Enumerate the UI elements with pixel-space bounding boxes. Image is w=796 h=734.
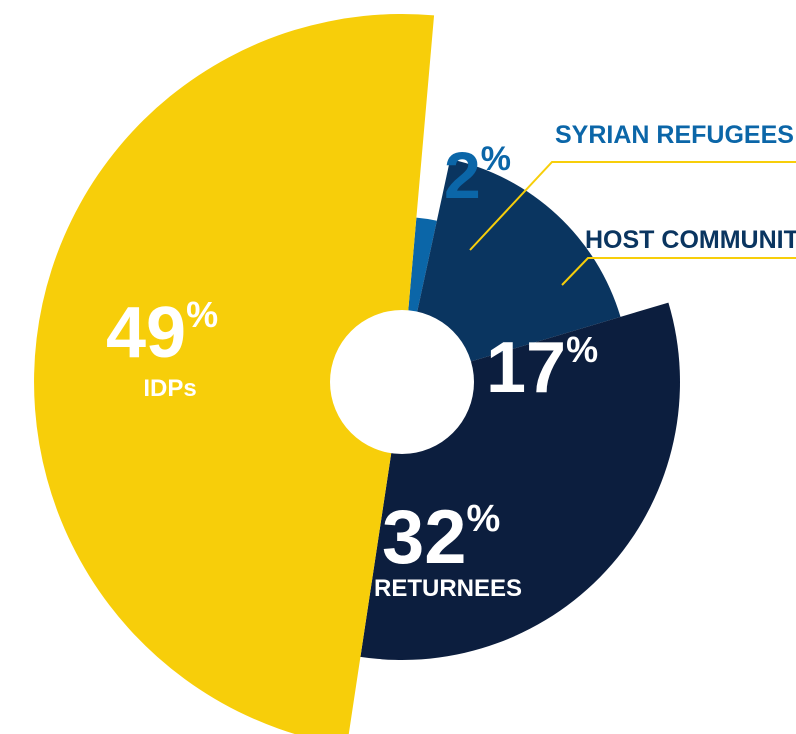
host-community-percent: 17% — [486, 328, 598, 408]
syrian-refugees-percent: 2% — [444, 138, 511, 212]
idps-label: IDPs — [143, 375, 196, 402]
slice-host-community — [402, 159, 621, 382]
slice-idps — [34, 14, 435, 734]
host-community-callout-line — [561, 257, 796, 286]
syrian-refugees-label: SYRIAN REFUGEES — [555, 121, 794, 149]
idps-percent: 49% — [106, 293, 218, 373]
host-community-label: HOST COMMUNITY — [585, 226, 796, 254]
returnees-label: RETURNEES — [374, 575, 522, 602]
syrian-refugees-callout-line — [469, 161, 796, 251]
returnees-percent: 32% — [382, 495, 500, 580]
slices-group — [34, 14, 680, 734]
center-hole — [330, 310, 474, 454]
